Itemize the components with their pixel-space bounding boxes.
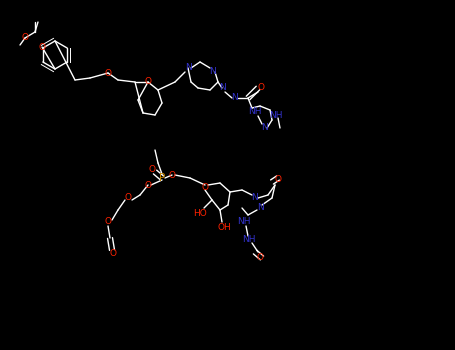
Text: N: N [257,203,263,212]
Text: O: O [168,170,176,180]
Text: N: N [232,93,238,103]
Text: P: P [159,173,165,183]
Text: NH: NH [269,112,283,120]
Text: N: N [252,194,258,203]
Text: O: O [21,34,29,42]
Text: O: O [39,42,46,51]
Text: O: O [274,175,282,184]
Text: N: N [209,68,215,77]
Text: N: N [261,124,268,133]
Text: O: O [110,248,116,258]
Text: NH: NH [242,236,256,245]
Text: O: O [145,77,152,86]
Text: N: N [185,63,192,72]
Text: O: O [105,217,111,226]
Text: O: O [202,183,208,192]
Text: O: O [145,181,152,189]
Text: N: N [218,84,225,92]
Text: O: O [148,166,156,175]
Text: OH: OH [217,223,231,231]
Text: NH: NH [237,217,251,226]
Text: O: O [125,194,131,203]
Text: NH: NH [248,107,262,117]
Text: O: O [105,69,111,77]
Text: HO: HO [193,209,207,217]
Text: O: O [258,84,264,92]
Text: O: O [257,252,263,261]
